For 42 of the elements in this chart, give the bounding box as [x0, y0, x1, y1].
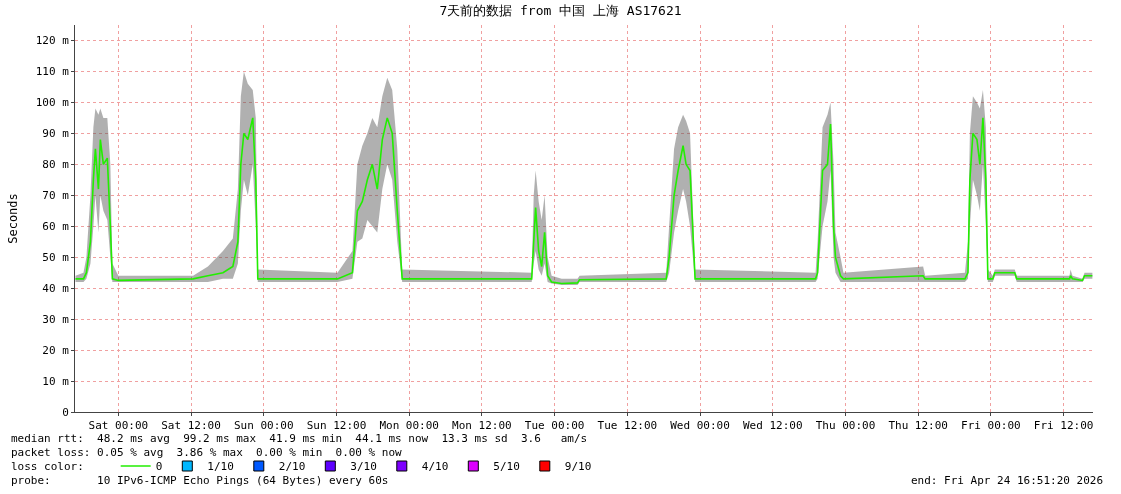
y-tick-label: 70 m — [42, 189, 70, 203]
x-tick-label: Fri 00:00 — [961, 419, 1021, 433]
y-tick-label: 20 m — [42, 343, 70, 357]
legend-label: 5/10 — [493, 460, 520, 474]
legend-label: 0 — [155, 460, 163, 474]
x-tick-label: Fri 12:00 — [1033, 419, 1094, 433]
text: loss color: — [11, 460, 84, 473]
legend-label: 9/10 — [564, 460, 592, 474]
x-tick-label: Sat 12:00 — [161, 419, 221, 433]
x-tick-label: Mon 00:00 — [379, 419, 439, 433]
line-series — [75, 117, 1093, 285]
legend-label: 2/10 — [278, 460, 306, 474]
legend-label: 4/10 — [421, 460, 449, 474]
x-tick-label: Wed 00:00 — [670, 419, 730, 433]
text: median rtt: 48.2 ms avg 99.2 ms max 41.9 ms min 44.1 ms now 13.3 ms sd 3.6 am/s — [11, 432, 588, 445]
y-tick-label: 30 m — [42, 312, 70, 326]
x-tick-label: Tue 00:00 — [524, 419, 585, 433]
chart-title: 7天前的数据 from 中国 上海 AS17621 — [439, 3, 682, 19]
y-tick-label: 80 m — [42, 158, 70, 172]
x-tick-label: Wed 12:00 — [742, 419, 803, 433]
legend-label: 1/10 — [207, 460, 234, 474]
x-tick-label: Sat 00:00 — [88, 419, 149, 433]
x-tick-label: Tue 12:00 — [597, 419, 658, 433]
text: probe: 10 IPv6-ICMP Echo Pings (64 Bytes) every 60s — [11, 474, 389, 487]
y-tick-label: 100 m — [35, 96, 70, 110]
y-tick-label: 60 m — [42, 220, 70, 234]
y-tick-label: 50 m — [42, 251, 70, 265]
y-tick-label: 120 m — [35, 34, 70, 48]
text: end: Fri Apr 24 16:51:20 2026 — [911, 474, 1104, 487]
y-axis-title: Seconds — [5, 193, 20, 244]
y-tick-label: 40 m — [42, 282, 70, 296]
y-tick-label: 90 m — [42, 127, 70, 141]
y-tick-label: 110 m — [35, 65, 70, 79]
x-tick-label: Sun 00:00 — [233, 419, 294, 433]
legend-label: 3/10 — [350, 460, 377, 474]
x-tick-label: Mon 12:00 — [452, 419, 512, 433]
y-tick-label: 10 m — [42, 374, 70, 388]
x-tick-label: Thu 12:00 — [888, 419, 948, 433]
x-tick-label: Sun 12:00 — [306, 419, 367, 433]
text: packet loss: 0.05 % avg 3.86 % max 0.00 % min 0.00 % now — [11, 446, 403, 459]
y-tick-label: 0 — [62, 405, 69, 419]
x-tick-label: Thu 00:00 — [815, 419, 876, 433]
